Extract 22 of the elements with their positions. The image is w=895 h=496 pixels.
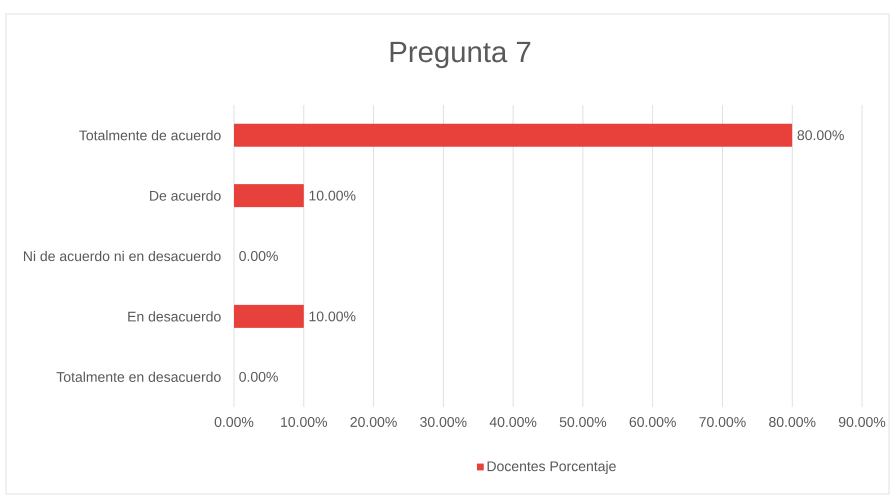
data-label: 10.00% — [310, 311, 356, 322]
y-tick-label: En desacuerdo — [128, 311, 221, 322]
y-tick-label: Totalmente de acuerdo — [79, 130, 221, 140]
data-label: 80.00% — [798, 130, 844, 140]
x-tick-label: 30.00% — [420, 417, 467, 427]
y-tick-label: Totalmente en desacuerdo — [56, 372, 221, 382]
x-tick-label: 60.00% — [630, 417, 676, 427]
x-tick-label: 70.00% — [699, 417, 746, 427]
legend-label: Docentes Porcentaje — [488, 460, 616, 474]
data-label: 0.00% — [239, 251, 278, 261]
x-tick-label: 0.00% — [214, 417, 254, 427]
x-tick-label: 90.00% — [838, 417, 886, 427]
chart-title: Pregunta 7 — [390, 42, 530, 68]
x-tick-label: 50.00% — [560, 417, 606, 427]
data-label: 10.00% — [310, 190, 356, 201]
y-tick-label: Ni de acuerdo ni en desacuerdo — [24, 250, 221, 262]
data-label: 0.00% — [239, 372, 278, 382]
x-tick-label: 10.00% — [281, 417, 328, 427]
x-tick-label: 80.00% — [769, 417, 816, 427]
y-tick-label: De acuerdo — [150, 190, 221, 201]
x-tick-label: 40.00% — [490, 417, 536, 427]
x-tick-label: 20.00% — [350, 417, 397, 427]
